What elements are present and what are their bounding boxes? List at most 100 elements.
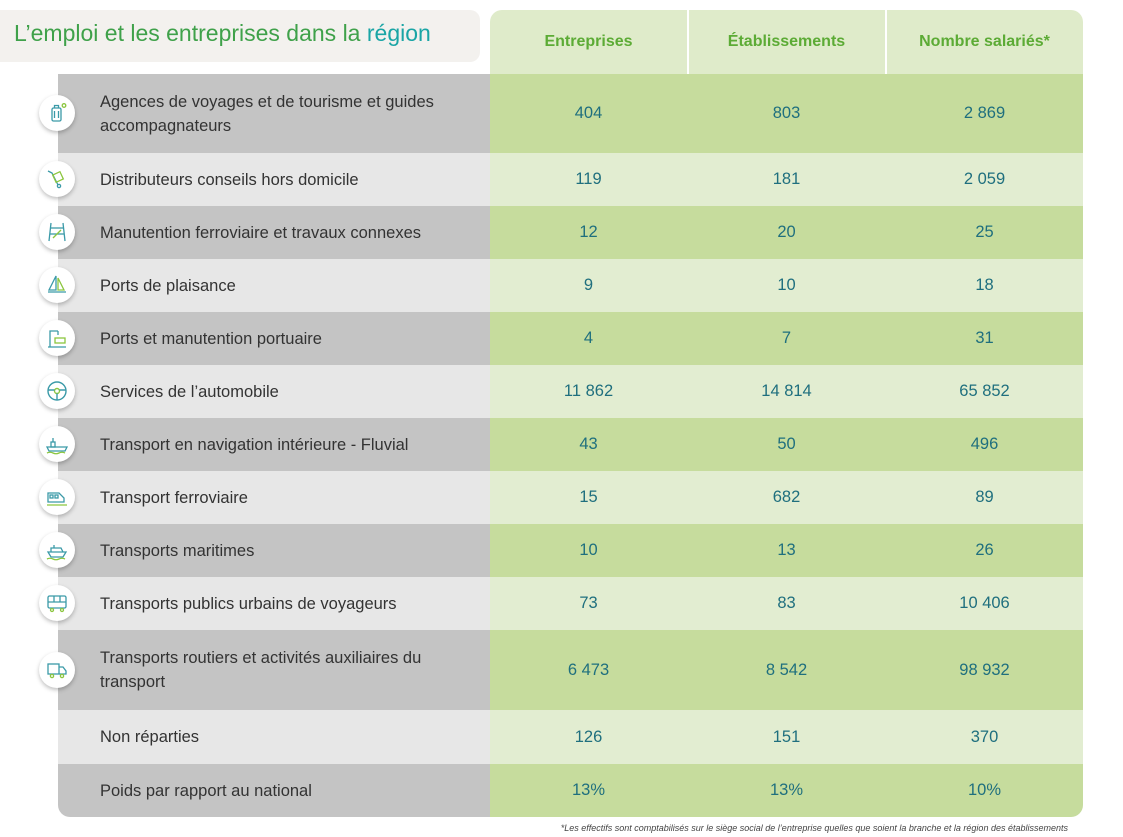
cell-entreprises: 73 (579, 594, 598, 612)
cell-salaries: 2 059 (963, 170, 1006, 188)
table-row: Ports de plaisance 9 10 18 (0, 259, 1123, 312)
row-label-bg (58, 259, 490, 312)
footnote: *Les effectifs sont comptabilisés sur le… (560, 823, 1068, 833)
cell-salaries: 10 406 (959, 594, 1010, 612)
cell-salaries: 25 (975, 223, 994, 241)
row-value-bg (490, 206, 1083, 259)
row-label-bg (58, 206, 490, 259)
train-icon (39, 479, 75, 515)
cell-entreprises: 4 (583, 329, 594, 347)
header-divider (687, 10, 689, 74)
row-label-bg (58, 524, 490, 577)
row-label: Agences de voyages et de tourisme et gui… (100, 92, 434, 135)
row-value-bg (490, 764, 1083, 817)
cell-etablissements: 181 (772, 170, 801, 188)
row-label-bg (58, 365, 490, 418)
row-label: Services de l’automobile (100, 382, 279, 401)
cell-etablissements: 20 (777, 223, 796, 241)
cell-etablissements: 13 (777, 541, 796, 559)
table-row: Ports et manutention portuaire 4 7 31 (0, 312, 1123, 365)
title-accent: région (366, 20, 431, 46)
cell-entreprises: 6 473 (567, 660, 610, 679)
cell-salaries: 18 (975, 276, 994, 294)
row-value-bg (490, 471, 1083, 524)
row-label-bg (58, 74, 490, 153)
cell-entreprises: 43 (579, 435, 598, 453)
header-divider (885, 10, 887, 74)
cell-entreprises: 9 (583, 276, 594, 294)
luggage-icon (39, 95, 75, 131)
row-value-bg (490, 365, 1083, 418)
row-value-bg (490, 524, 1083, 577)
row-value-bg (490, 630, 1083, 710)
rail-tools-icon (39, 214, 75, 250)
row-label-bg (58, 577, 490, 630)
truck-icon (39, 652, 75, 688)
row-value-bg (490, 259, 1083, 312)
table-row: Transports publics urbains de voyageurs … (0, 577, 1123, 630)
table-row: Poids par rapport au national 13% 13% 10… (0, 764, 1123, 817)
cell-etablissements: 14 814 (761, 382, 812, 400)
cell-etablissements: 13% (769, 781, 804, 799)
cell-salaries: 370 (970, 727, 999, 746)
header-nombre-salaries: Nombre salariés* (919, 33, 1050, 50)
title-box: L’emploi et les entreprises dans la régi… (0, 10, 480, 62)
cell-salaries: 65 852 (959, 382, 1010, 400)
row-label-bg (58, 312, 490, 365)
row-value-bg (490, 710, 1083, 764)
cell-etablissements: 50 (777, 435, 796, 453)
port-crane-icon (39, 320, 75, 356)
row-label: Distributeurs conseils hors domicile (100, 170, 359, 189)
row-label: Poids par rapport au national (100, 781, 312, 800)
row-label: Transports publics urbains de voyageurs (100, 594, 397, 613)
cell-entreprises: 126 (574, 727, 603, 746)
table-row: Manutention ferroviaire et travaux conne… (0, 206, 1123, 259)
cell-entreprises: 119 (575, 170, 602, 188)
row-label-bg (58, 630, 490, 710)
row-label-bg (58, 710, 490, 764)
header-entreprises: Entreprises (544, 33, 633, 50)
cell-entreprises: 10 (579, 541, 598, 559)
row-label: Transport en navigation intérieure - Flu… (100, 435, 409, 454)
row-label-bg (58, 418, 490, 471)
row-label: Ports et manutention portuaire (100, 329, 322, 348)
row-value-bg (490, 74, 1083, 153)
row-value-bg (490, 153, 1083, 206)
header-etablissements: Établissements (727, 33, 846, 50)
steering-wheel-icon (39, 373, 75, 409)
table-row: Distributeurs conseils hors domicile 119… (0, 153, 1123, 206)
row-label-bg (58, 471, 490, 524)
row-label-bg (58, 764, 490, 817)
barge-icon (39, 426, 75, 462)
table-row: Agences de voyages et de tourisme et gui… (0, 74, 1123, 153)
cell-entreprises: 404 (574, 104, 603, 122)
row-label: Ports de plaisance (100, 276, 236, 295)
data-table: Agences de voyages et de tourisme et gui… (0, 74, 1123, 817)
cell-salaries: 26 (975, 541, 994, 559)
cell-salaries: 496 (970, 435, 999, 453)
bus-icon (39, 585, 75, 621)
row-label-bg (58, 153, 490, 206)
cell-entreprises: 12 (579, 223, 598, 241)
table-row: Services de l’automobile 11 862 14 814 6… (0, 365, 1123, 418)
cell-salaries: 2 869 (963, 104, 1006, 122)
table-row: Non réparties 126 151 370 (0, 710, 1123, 764)
table-header (490, 10, 1083, 74)
title-main: L’emploi et les entreprises dans la (14, 20, 367, 46)
table-row: Transport en navigation intérieure - Flu… (0, 418, 1123, 471)
row-label: Transport ferroviaire (100, 488, 248, 507)
cell-etablissements: 83 (777, 594, 796, 612)
cell-etablissements: 682 (772, 488, 801, 506)
table-row: Transports maritimes 10 13 26 (0, 524, 1123, 577)
row-label: Transports routiers et activités auxilia… (100, 649, 422, 691)
page-title: L’emploi et les entreprises dans la régi… (14, 20, 431, 47)
cell-salaries: 89 (975, 488, 994, 506)
row-label: Manutention ferroviaire et travaux conne… (100, 223, 422, 242)
row-value-bg (490, 312, 1083, 365)
row-value-bg (490, 418, 1083, 471)
table-row: Transport ferroviaire 15 682 89 (0, 471, 1123, 524)
cell-etablissements: 8 542 (765, 660, 808, 679)
cell-etablissements: 10 (777, 276, 796, 294)
cell-salaries: 98 932 (959, 660, 1010, 679)
cell-etablissements: 7 (781, 329, 792, 347)
